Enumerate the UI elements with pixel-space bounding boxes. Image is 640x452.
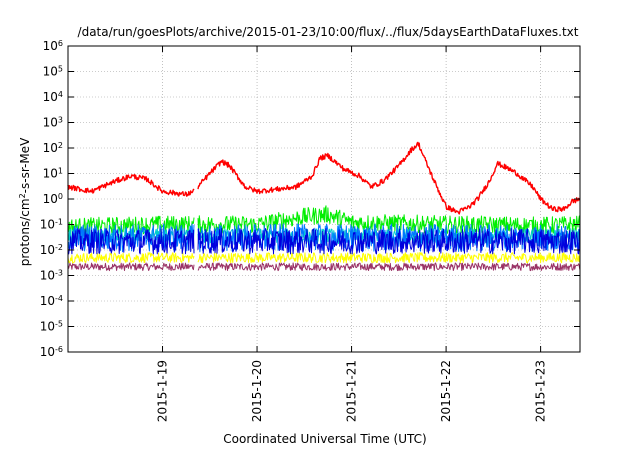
x-tick-label: 2015-1-19 — [156, 360, 170, 422]
y-tick-label: 103 — [43, 115, 63, 130]
series-line-5 — [67, 228, 581, 255]
chart-title: /data/run/goesPlots/archive/2015-01-23/1… — [78, 25, 579, 39]
y-tick-label: 102 — [43, 141, 63, 156]
series-line-6 — [67, 252, 581, 264]
x-axis-label: Coordinated Universal Time (UTC) — [223, 432, 426, 446]
y-axis-label: protons/cm2-s-sr-MeV — [18, 137, 33, 266]
axes: 10-6 10-5 10-4 10-3 10-2 10-1 100 101 102 103 104 1… — [40, 39, 580, 422]
x-tick-label: 2015-1-22 — [439, 360, 453, 422]
y-tick-label: 10-4 — [40, 294, 63, 309]
y-tick-label: 101 — [43, 166, 63, 181]
x-tick-label: 2015-1-23 — [534, 360, 548, 422]
y-tick-label: 106 — [43, 39, 63, 54]
series-line-1 — [67, 141, 581, 215]
series-line-2 — [67, 205, 581, 236]
y-tick-label: 105 — [43, 64, 63, 79]
y-tick-label: 104 — [43, 90, 63, 105]
x-tick-label: 2015-1-20 — [250, 360, 264, 422]
y-tick-label: 100 — [43, 192, 63, 207]
series-line-7 — [67, 262, 581, 272]
x-tick-label: 2015-1-21 — [345, 360, 359, 422]
y-tick-label: 10-5 — [40, 319, 63, 334]
grid-lines — [68, 46, 580, 352]
y-tick-label: 10-3 — [40, 268, 63, 283]
plot-area — [67, 141, 581, 272]
y-tick-label: 10-2 — [40, 243, 63, 258]
y-tick-label: 10-6 — [40, 345, 63, 360]
y-tick-label: 10-1 — [40, 217, 63, 232]
